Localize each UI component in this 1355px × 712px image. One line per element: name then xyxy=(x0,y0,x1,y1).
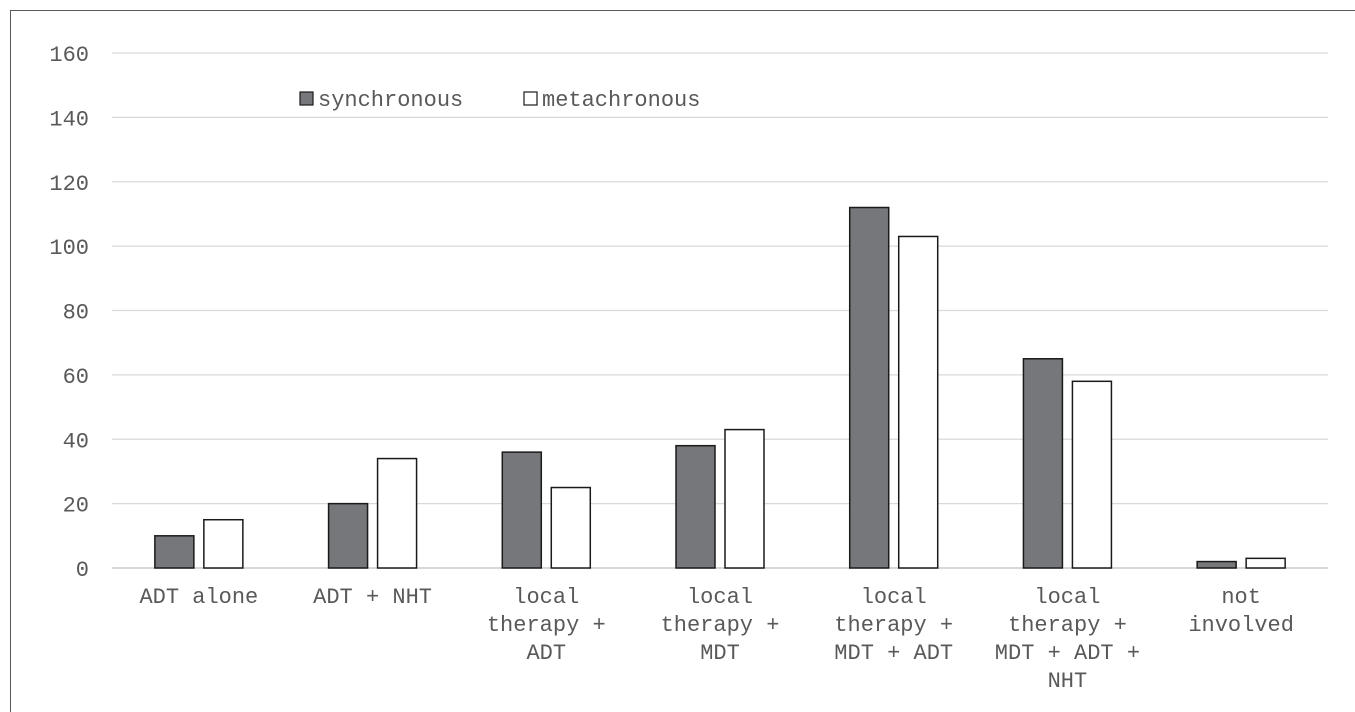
x-category-label: local xyxy=(1034,585,1100,610)
bar-synchronous xyxy=(1196,560,1237,569)
x-category-label: ADT + NHT xyxy=(313,585,432,610)
bar-synchronous xyxy=(154,535,195,569)
y-tick-label: 40 xyxy=(63,429,89,454)
legend-label-metachronous: metachronous xyxy=(542,88,700,113)
x-category-label: MDT + ADT + xyxy=(995,641,1140,666)
bar-metachronous xyxy=(897,235,939,569)
x-axis-labels: ADT alone ADT + NHT local therapy + ADT local… xyxy=(139,585,1294,694)
x-category-label: NHT xyxy=(1048,669,1088,694)
x-category-label: involved xyxy=(1188,613,1294,638)
legend-label-synchronous: synchronous xyxy=(318,88,463,113)
x-category-label: therapy + xyxy=(1008,613,1127,638)
y-tick-label: 100 xyxy=(49,236,89,261)
bar-synchronous xyxy=(848,206,890,569)
y-axis-ticks: 0 20 40 60 80 100 120 140 160 xyxy=(49,43,89,583)
gridlines xyxy=(112,52,1328,569)
bar-synchronous xyxy=(501,451,543,569)
x-category-label: local xyxy=(687,585,753,610)
bar-metachronous xyxy=(550,486,592,569)
x-category-label: local xyxy=(513,585,579,610)
bar-synchronous xyxy=(327,502,369,569)
chart-frame xyxy=(10,10,1355,712)
y-tick-label: 120 xyxy=(49,172,89,197)
bar-synchronous xyxy=(675,444,716,569)
bar-metachronous xyxy=(724,428,765,569)
y-tick-label: 140 xyxy=(49,107,89,132)
y-tick-label: 80 xyxy=(63,301,89,326)
x-category-label: MDT + ADT xyxy=(834,641,953,666)
bar-metachronous xyxy=(1071,380,1113,569)
x-category-label: MDT xyxy=(700,641,740,666)
legend-swatch-metachronous xyxy=(523,91,538,106)
x-category-label: ADT alone xyxy=(139,585,258,610)
y-tick-label: 0 xyxy=(76,558,89,583)
x-category-label: not xyxy=(1221,585,1261,610)
y-tick-label: 60 xyxy=(63,365,89,390)
bar-synchronous xyxy=(1022,358,1064,569)
x-category-label: therapy + xyxy=(487,613,606,638)
x-category-label: ADT xyxy=(526,641,566,666)
x-category-label: therapy + xyxy=(834,613,953,638)
x-category-label: therapy + xyxy=(661,613,780,638)
legend: synchronous metachronous xyxy=(299,88,700,113)
bars xyxy=(154,206,1286,569)
bar-metachronous xyxy=(376,457,418,569)
bar-metachronous xyxy=(1245,557,1286,569)
bar-metachronous xyxy=(203,518,244,569)
x-category-label: local xyxy=(861,585,927,610)
y-tick-label: 160 xyxy=(49,43,89,68)
legend-swatch-synchronous xyxy=(299,91,314,106)
y-tick-label: 20 xyxy=(63,494,89,519)
